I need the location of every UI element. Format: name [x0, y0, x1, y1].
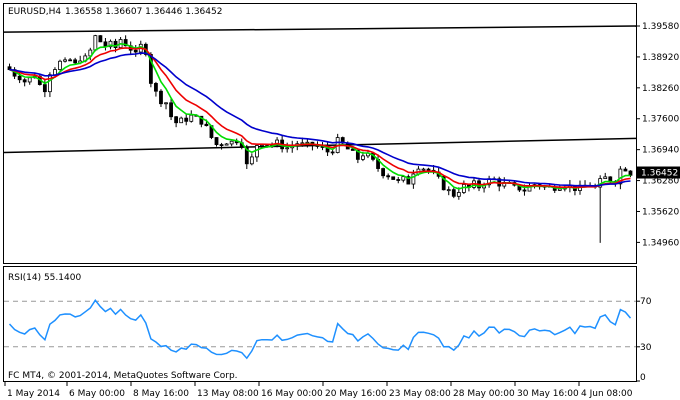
moving-averages [9, 42, 631, 190]
candle-body [411, 173, 416, 185]
price-tick-label: 1.39580 [642, 22, 679, 32]
time-tick-label: 16 May 00:00 [261, 389, 323, 399]
rsi-axis: 70 30 0 [636, 297, 652, 383]
candle-body [224, 143, 229, 146]
candle-body [406, 176, 411, 185]
time-tick-label: 8 May 16:00 [133, 389, 189, 399]
candle-body [557, 188, 562, 191]
candle-body [179, 117, 184, 124]
candle-body [426, 168, 431, 171]
time-tick-label: 20 May 16:00 [325, 389, 387, 399]
candle-body [446, 189, 451, 192]
candle-body [603, 176, 608, 180]
candle-body [53, 69, 57, 76]
time-tick-label: 4 Jun 08:00 [581, 389, 633, 399]
rsi-level-lines [4, 300, 636, 348]
candle-body [133, 49, 138, 53]
candle-body [522, 189, 527, 192]
rsi-label: RSI(14) 55.1400 [8, 273, 81, 283]
candle-body [108, 40, 113, 48]
candle-body [361, 155, 365, 160]
candle-body [68, 59, 73, 62]
symbol-label: EURUSD,H4 [8, 7, 61, 17]
time-tick-label: 30 May 16:00 [517, 389, 579, 399]
price-tick-label: 1.36280 [642, 177, 679, 187]
candle-body [48, 74, 52, 93]
candle-body [219, 144, 224, 146]
ma-slow [9, 52, 631, 187]
candle-body [98, 35, 103, 43]
candle-body [184, 117, 189, 122]
candle-body [628, 170, 633, 176]
ma-mid [9, 47, 631, 189]
candle-body [63, 59, 67, 62]
candle-body [285, 147, 290, 150]
time-tick-label: 28 May 00:00 [453, 389, 515, 399]
candle-body [17, 75, 22, 81]
candle-body [189, 114, 194, 122]
candle-body [391, 176, 396, 180]
trendline-1 [3, 25, 637, 33]
price-tick-label: 1.35620 [642, 207, 679, 217]
candle-body [456, 192, 461, 197]
ohlc-readout: 1.36558 1.36607 1.36446 1.36452 [65, 7, 222, 17]
indicator-pane-frame [3, 266, 637, 382]
time-tick-label: 13 May 08:00 [197, 389, 259, 399]
candle-body [386, 175, 391, 178]
candle-body [204, 123, 209, 127]
candle-body [199, 115, 204, 125]
candle-body [451, 189, 456, 197]
candle-body [58, 60, 62, 70]
copyright-text: FC MT4, © 2001-2014, MetaQuotes Software… [8, 371, 238, 381]
candle-body [396, 179, 401, 181]
svg-text:1.36452: 1.36452 [641, 169, 678, 179]
time-axis: 1 May 2014 6 May 00:00 8 May 16:00 13 May 0… [4, 382, 633, 399]
candle-body [164, 102, 168, 105]
rsi-tick-label: 30 [640, 343, 652, 353]
price-axis: 1.39580 1.38920 1.38260 1.37600 1.36940 1.362… [636, 22, 679, 248]
candle-body [229, 140, 234, 145]
candle-body [73, 59, 78, 64]
candle-body [330, 151, 335, 154]
time-tick-label: 1 May 2014 [7, 389, 60, 399]
price-tick-label: 1.38260 [642, 84, 679, 94]
current-price-tag: 1.36452 [637, 166, 680, 179]
candle-body [623, 168, 628, 172]
price-tick-label: 1.34960 [642, 238, 679, 248]
candle-body [174, 116, 179, 124]
price-tick-label: 1.37600 [642, 115, 679, 125]
candle-body [27, 77, 32, 83]
price-tick-label: 1.38920 [642, 53, 679, 63]
candle-body [22, 79, 27, 83]
rsi-path [8, 299, 632, 360]
candle-body [159, 90, 163, 105]
candle-body [214, 137, 219, 145]
candle-body [42, 84, 47, 93]
candle-body [249, 156, 254, 165]
candle-body [154, 83, 158, 92]
rsi-tick-label: 0 [640, 373, 646, 383]
candle-body [355, 150, 360, 160]
candle-body [421, 168, 426, 171]
main-pane-frame [3, 3, 637, 264]
candle-body [169, 102, 173, 118]
rsi-tick-label: 70 [640, 297, 652, 307]
candle-body [123, 39, 128, 47]
time-tick-label: 6 May 00:00 [69, 389, 125, 399]
candle-body [93, 35, 98, 51]
price-tick-label: 1.36940 [642, 146, 679, 156]
rsi-line [8, 299, 632, 360]
candle-body [244, 146, 249, 165]
candle-body [381, 168, 386, 177]
candle-body [401, 176, 406, 181]
time-tick-label: 23 May 08:00 [389, 389, 451, 399]
candle-body [113, 40, 118, 48]
